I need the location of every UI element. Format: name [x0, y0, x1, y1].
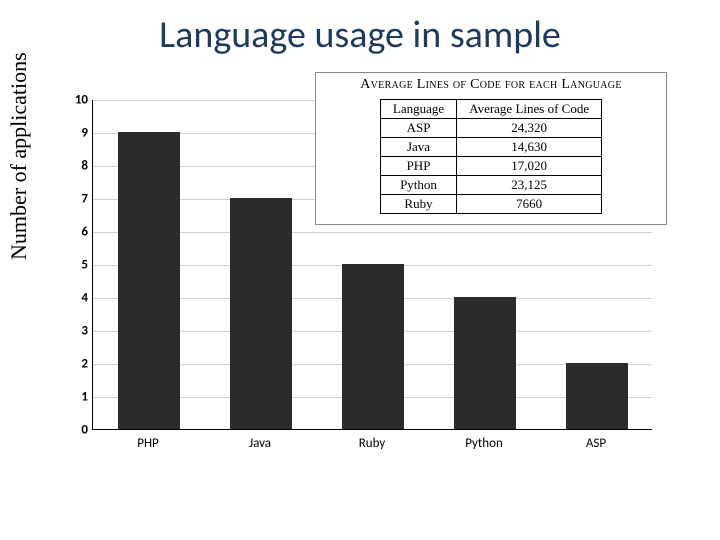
x-tick-label: ASP [586, 436, 606, 451]
loc-table: LanguageAverage Lines of Code ASP24,320J… [380, 99, 602, 214]
table-cell: Python [380, 176, 456, 195]
x-tick-label: Java [249, 436, 271, 451]
table-row: Python23,125 [380, 176, 601, 195]
y-tick-label: 8 [62, 159, 88, 174]
x-tick-label: Ruby [359, 436, 386, 451]
y-tick-label: 3 [62, 324, 88, 339]
table-cell: 14,630 [457, 138, 602, 157]
y-tick-label: 2 [62, 357, 88, 372]
table-cell: Ruby [380, 195, 456, 214]
y-axis-label: Number of applications [6, 52, 32, 260]
bar-java [230, 198, 292, 429]
y-tick-label: 7 [62, 192, 88, 207]
table-row: Ruby7660 [380, 195, 601, 214]
table-row: ASP24,320 [380, 119, 601, 138]
y-tick-label: 9 [62, 126, 88, 141]
x-tick-label: Python [465, 436, 503, 451]
table-cell: PHP [380, 157, 456, 176]
table-cell: 23,125 [457, 176, 602, 195]
y-tick-label: 10 [62, 93, 88, 108]
table-row: Java14,630 [380, 138, 601, 157]
table-header-cell: Average Lines of Code [457, 100, 602, 119]
table-cell: Java [380, 138, 456, 157]
table-cell: 17,020 [457, 157, 602, 176]
x-tick-label: PHP [137, 436, 159, 451]
table-cell: 7660 [457, 195, 602, 214]
y-tick-label: 0 [62, 423, 88, 438]
y-tick-label: 1 [62, 390, 88, 405]
page-title: Language usage in sample [0, 12, 720, 58]
y-tick-label: 4 [62, 291, 88, 306]
table-header-cell: Language [380, 100, 456, 119]
y-tick-label: 6 [62, 225, 88, 240]
bar-asp [566, 363, 628, 429]
table-cell: 24,320 [457, 119, 602, 138]
table-row: PHP17,020 [380, 157, 601, 176]
loc-table-box: Average Lines of Code for each Language … [315, 72, 667, 225]
bar-python [454, 297, 516, 429]
bar-php [118, 132, 180, 429]
table-title: Average Lines of Code for each Language [324, 77, 658, 93]
table-cell: ASP [380, 119, 456, 138]
y-tick-label: 5 [62, 258, 88, 273]
bar-ruby [342, 264, 404, 429]
